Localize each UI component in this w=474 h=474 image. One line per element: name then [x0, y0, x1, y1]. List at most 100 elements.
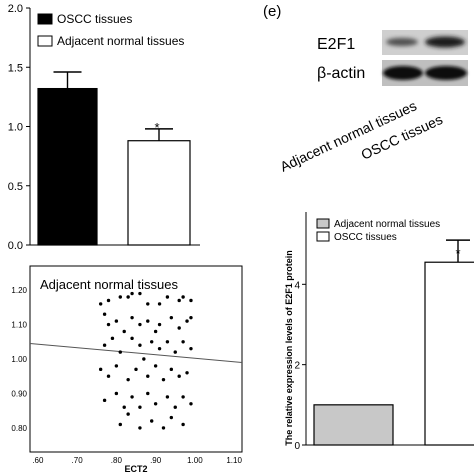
- scatter-point: [189, 315, 193, 320]
- scatter-point: [146, 374, 150, 378]
- scatter-point: [102, 398, 107, 403]
- bar-a-tick-label: 1.5: [8, 62, 23, 74]
- scatter-point: [130, 315, 134, 320]
- scatter-point: [118, 295, 122, 299]
- scatter-point: [177, 298, 181, 303]
- scatter-regression-line: [29, 343, 243, 363]
- scatter-point: [122, 405, 126, 409]
- scatter-point: [157, 322, 162, 327]
- legend-a-label-1: Adjacent normal tissues: [57, 34, 184, 48]
- bar-a-tick-label: 0.5: [8, 181, 23, 193]
- scatter-x-tick-label: .70: [72, 456, 84, 465]
- blot-band-actin-normal: [383, 66, 423, 80]
- scatter-point: [126, 295, 130, 299]
- blot-band-label-actin: β-actin: [317, 65, 365, 82]
- scatter-point: [165, 340, 170, 344]
- scatter-point: [153, 402, 158, 406]
- scatter-point: [98, 367, 103, 372]
- bar-d-tick-label: 0: [294, 441, 300, 452]
- scatter-x-tick-label: 1.00: [187, 456, 203, 465]
- blot-panel-label: (e): [263, 3, 281, 20]
- bar-a-tick-label: 2.0: [8, 3, 23, 15]
- scatter-point: [118, 422, 122, 427]
- scatter-point: [157, 302, 162, 306]
- bar-chart-a-bars: [37, 71, 191, 246]
- scatter-x-tick-label: .80: [111, 456, 123, 465]
- scatter-x-tick-label: .60: [32, 456, 44, 465]
- scatter-x-tick-label: .90: [150, 456, 162, 465]
- scatter-point: [177, 374, 181, 378]
- scatter-point: [130, 395, 134, 399]
- scatter-point: [185, 371, 189, 375]
- scatter-point: [157, 346, 162, 351]
- bar-a-tick-label: 1.0: [8, 122, 23, 134]
- scatter-point: [146, 302, 150, 306]
- legend-a-swatch-0: [37, 13, 53, 25]
- scatter-point: [138, 405, 142, 409]
- scatter-point: [161, 377, 166, 382]
- legend-d-label-0: Adjacent normal tissues: [334, 219, 440, 230]
- scatter-point: [161, 426, 166, 430]
- scatter-point: [138, 426, 142, 430]
- blot-band-label-e2f1: E2F1: [317, 36, 355, 53]
- scatter-point: [114, 319, 119, 323]
- scatter-point: [181, 422, 185, 427]
- scatter-point: [142, 357, 146, 361]
- panel-bar-bottom-right: 0 2 4 Adjacent normal tissues OSCC tissues…: [284, 212, 474, 452]
- scatter-point: [130, 336, 134, 341]
- bar-chart-d-significance: *: [455, 246, 460, 261]
- scatter-point: [114, 391, 119, 396]
- blot-membrane-e2f1: [382, 30, 468, 55]
- bar-chart-a-tick-labels: 0.0 0.5 1.0 1.5 2.0: [8, 3, 23, 252]
- scatter-fit-line: [29, 343, 243, 363]
- scatter-point: [146, 391, 150, 396]
- scatter-point: [181, 295, 185, 299]
- scatter-point: [98, 302, 103, 306]
- bar-d-bar: [313, 404, 394, 446]
- legend-d-label-1: OSCC tissues: [334, 232, 397, 243]
- scatter-point: [189, 346, 193, 351]
- scatter-point: [138, 291, 142, 296]
- scatter-point: [153, 329, 158, 334]
- bar-d-tick-label: 2: [294, 361, 300, 372]
- scatter-point: [177, 326, 181, 330]
- scatter-point: [106, 322, 111, 327]
- bar-d-tick-label: 4: [294, 280, 300, 291]
- scatter-point: [102, 312, 107, 316]
- bar-a-tick-label: 0.0: [8, 240, 23, 252]
- blot-band-e2f1-normal: [386, 38, 418, 46]
- scatter-point: [138, 343, 142, 347]
- scatter-point: [130, 291, 134, 296]
- scatter-point: [106, 298, 111, 303]
- scatter-y-tick-label: 1.20: [11, 286, 27, 295]
- panel-blot: (e) E2F1 β-actin Adjacent normal tissues…: [263, 3, 468, 175]
- scatter-point: [169, 367, 174, 372]
- scatter-tick-labels: .60 .70 .80 .90 1.00 1.10 0.80 0.90 1.00 1.10 1.20: [11, 286, 242, 465]
- scatter-point: [189, 402, 193, 406]
- scatter-point: [114, 364, 119, 368]
- scatter-point: [169, 415, 174, 420]
- scatter-point: [173, 350, 177, 354]
- scatter-point: [153, 364, 158, 368]
- scatter-point: [150, 340, 154, 344]
- legend-d-swatch-0: [316, 218, 330, 229]
- blot-band-e2f1-oscc: [425, 36, 465, 48]
- legend-a-label-0: OSCC tissues: [57, 12, 132, 26]
- scatter-point: [165, 395, 170, 399]
- bar-chart-d-bars: [313, 239, 474, 446]
- scatter-point: [106, 374, 111, 378]
- scatter-point: [165, 295, 170, 299]
- bar-chart-d-tick-labels: 0 2 4: [294, 280, 300, 452]
- scatter-x-label: ECT2: [124, 464, 147, 474]
- scatter-point: [118, 350, 122, 354]
- bar-chart-a-legend: OSCC tissues Adjacent normal tissues: [37, 12, 184, 48]
- scatter-point: [134, 367, 138, 372]
- scatter-y-tick-label: 0.80: [11, 424, 27, 433]
- scatter-point: [102, 343, 107, 347]
- bar-a-bar: [37, 87, 98, 246]
- scatter-point: [146, 319, 150, 323]
- scatter-point: [126, 377, 130, 382]
- scatter-y-tick-label: 1.00: [11, 355, 27, 364]
- scatter-y-tick-label: 1.10: [11, 321, 27, 330]
